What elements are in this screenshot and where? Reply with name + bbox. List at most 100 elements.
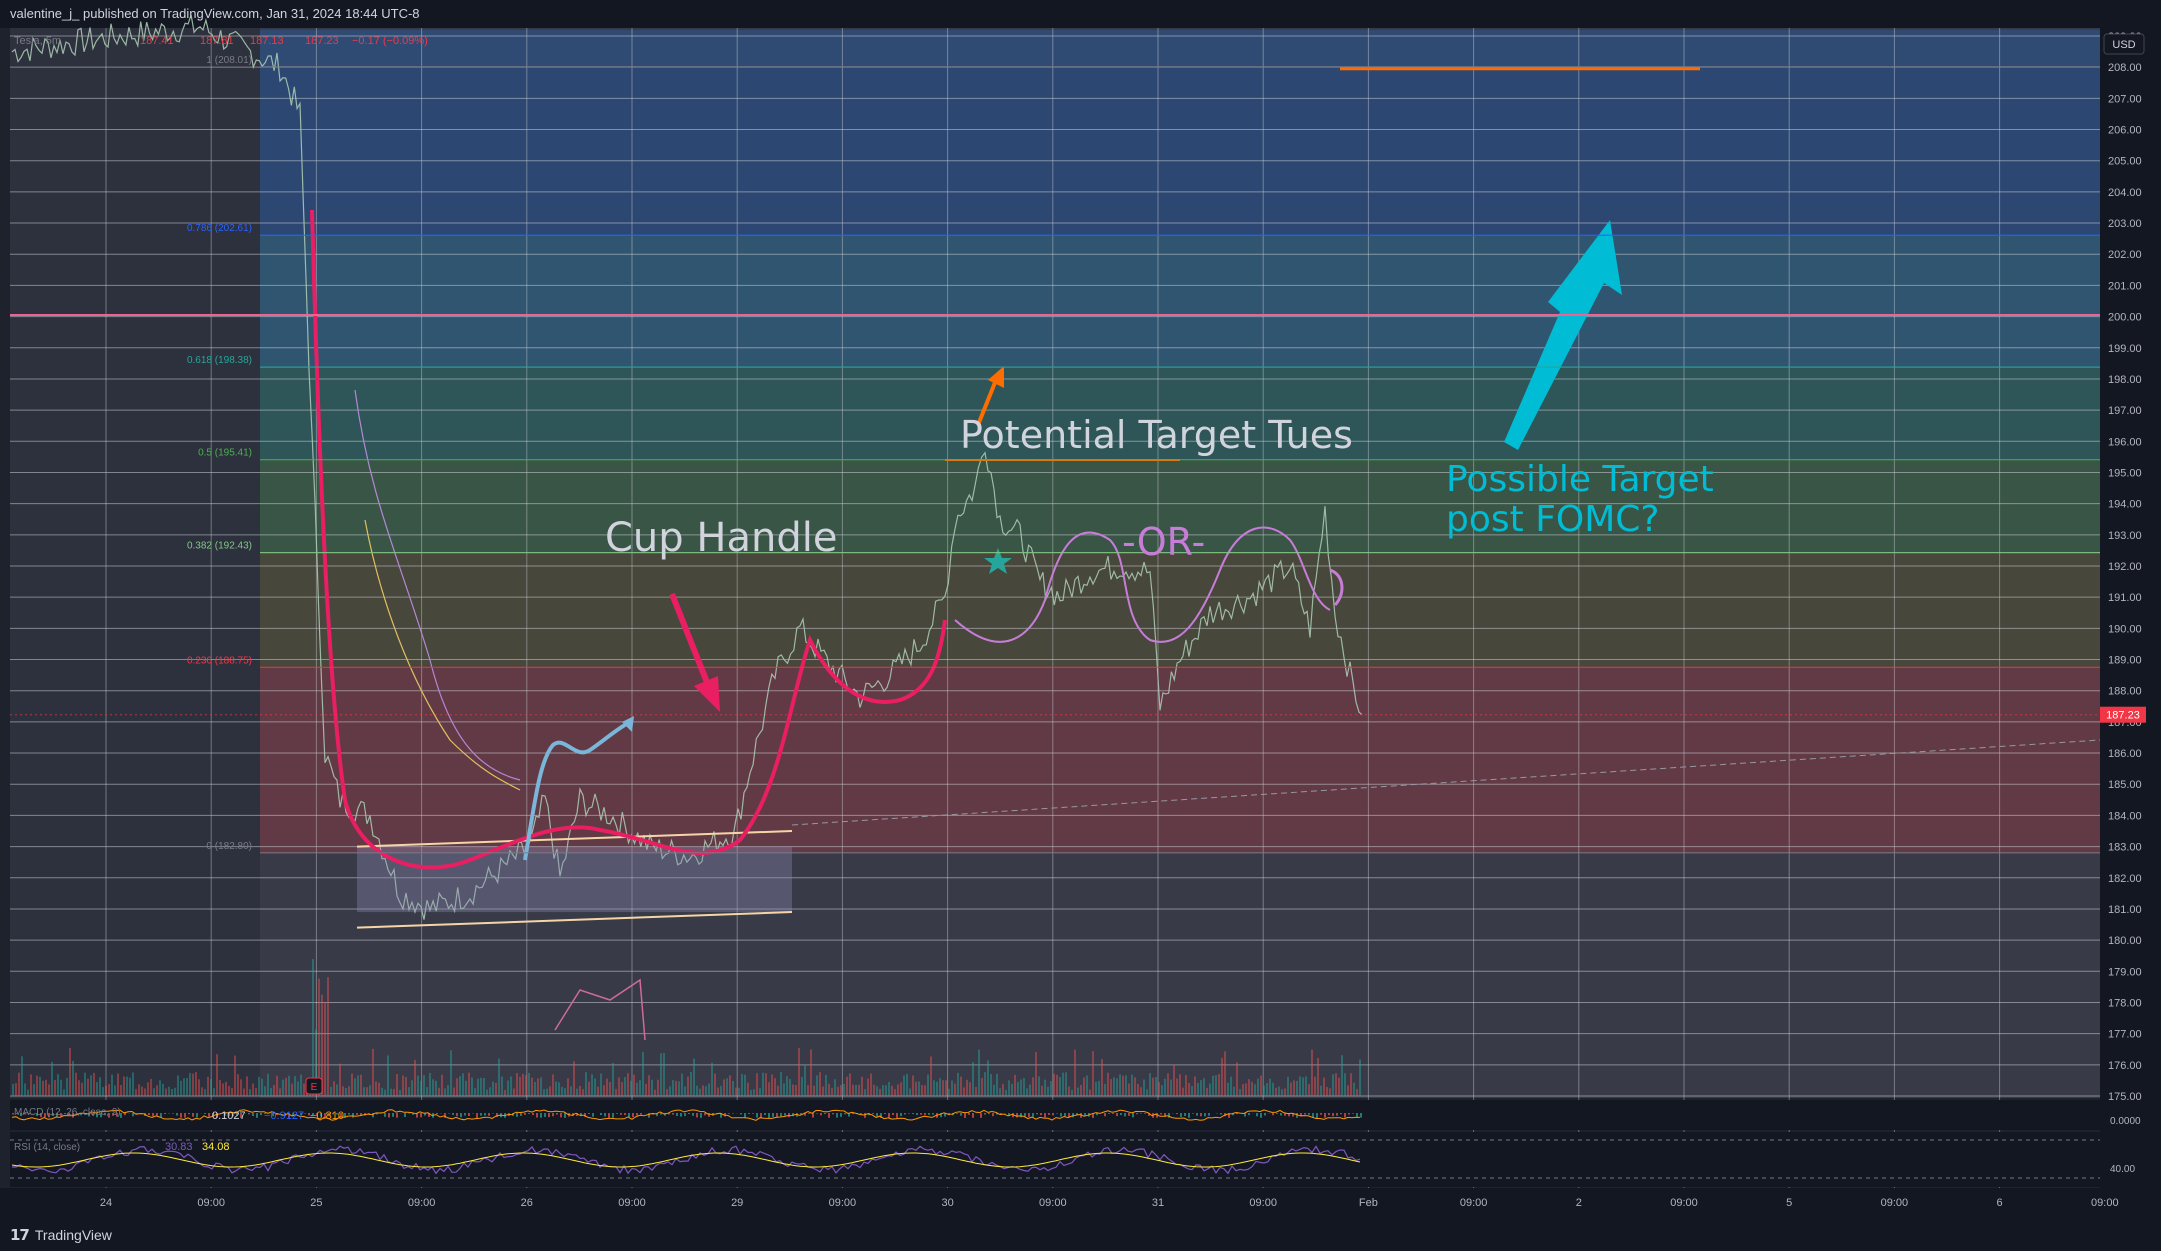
volume-bar <box>318 978 320 1096</box>
volume-bar <box>261 1078 263 1096</box>
macd-histogram-bar <box>76 1113 78 1115</box>
time-tick: 09:00 <box>1881 1197 1909 1209</box>
macd-histogram-bar <box>840 1113 842 1117</box>
macd-histogram-bar <box>360 1113 362 1116</box>
volume-bar <box>1053 1073 1055 1096</box>
macd-histogram-bar <box>1060 1113 1062 1117</box>
volume-bar <box>537 1078 539 1096</box>
volume-bar <box>615 1088 617 1096</box>
macd-histogram-bar <box>52 1113 54 1116</box>
volume-bar <box>348 1086 350 1096</box>
volume-bar <box>354 1078 356 1096</box>
cup-arrow-shaft <box>669 592 715 697</box>
time-tick: 09:00 <box>408 1197 436 1209</box>
volume-bar <box>345 1088 347 1096</box>
volume-bar <box>807 1085 809 1096</box>
time-axis <box>0 1188 2100 1218</box>
volume-bar <box>1044 1079 1046 1096</box>
volume-bar <box>1134 1077 1136 1096</box>
macd-histogram-bar <box>764 1113 766 1115</box>
volume-bar <box>420 1080 422 1096</box>
macd-histogram-bar <box>1156 1113 1158 1118</box>
volume-bar <box>666 1089 668 1096</box>
macd-histogram-bar <box>588 1113 590 1114</box>
volume-bar <box>192 1073 194 1096</box>
volume-bar <box>351 1073 353 1096</box>
macd-histogram-bar <box>148 1113 150 1115</box>
volume-bar <box>690 1072 692 1096</box>
consolidation-box <box>357 846 792 913</box>
macd-histogram-bar <box>476 1113 478 1118</box>
volume-bar <box>435 1080 437 1096</box>
volume-bar <box>879 1088 881 1096</box>
volume-bar <box>1344 1073 1346 1096</box>
bottom-bar: 17 TradingView <box>0 1218 2161 1251</box>
macd-histogram-bar <box>1236 1113 1238 1115</box>
volume-bar <box>1290 1082 1292 1096</box>
macd-histogram-bar <box>248 1113 250 1115</box>
macd-histogram-bar <box>320 1113 322 1117</box>
volume-bar <box>789 1079 791 1096</box>
volume-bar <box>513 1088 515 1096</box>
volume-bar <box>1314 1076 1316 1096</box>
volume-bar <box>117 1073 119 1096</box>
legend-symbol: Tesla, 5m <box>14 35 61 47</box>
volume-bar <box>480 1077 482 1096</box>
volume-bar <box>816 1075 818 1096</box>
volume-bar <box>891 1085 893 1096</box>
macd-histogram-bar <box>172 1113 174 1114</box>
fib-zone <box>260 235 2100 368</box>
volume-bar <box>516 1073 518 1096</box>
fib-level-label: 0.786 (202.61) <box>187 223 252 234</box>
volume-bar <box>273 1085 275 1096</box>
macd-histogram-bar <box>852 1113 854 1115</box>
legend-change: −0.17 (−0.09%) <box>352 35 428 47</box>
macd-histogram-bar <box>808 1113 810 1114</box>
volume-bar <box>570 1086 572 1096</box>
macd-histogram-bar <box>1020 1113 1022 1118</box>
macd-histogram-bar <box>120 1113 122 1118</box>
volume-bar <box>189 1073 191 1096</box>
volume-bar <box>162 1083 164 1096</box>
price-tick: 188.00 <box>2108 686 2142 698</box>
volume-bar <box>1341 1055 1343 1096</box>
macd-histogram-bar <box>680 1113 682 1117</box>
macd-histogram-bar <box>1288 1113 1290 1117</box>
price-tick: 197.00 <box>2108 405 2142 417</box>
macd-histogram-bar <box>344 1113 346 1118</box>
price-tick: 183.00 <box>2108 842 2142 854</box>
volume-bar <box>993 1084 995 1096</box>
time-tick: 09:00 <box>1460 1197 1488 1209</box>
macd-histogram-bar <box>640 1113 642 1115</box>
volume-bar <box>753 1089 755 1096</box>
macd-histogram-bar <box>96 1113 98 1118</box>
macd-label: MACD (12, 26, close, 9) <box>14 1107 121 1118</box>
volume-bar <box>69 1048 71 1096</box>
volume-bar <box>462 1073 464 1096</box>
fib-level-label: 0.5 (195.41) <box>198 448 252 459</box>
macd-histogram-bar <box>24 1113 26 1115</box>
volume-bar <box>660 1053 662 1096</box>
macd-histogram-bar <box>580 1113 582 1117</box>
macd-histogram-bar <box>772 1113 774 1117</box>
volume-bar <box>264 1086 266 1096</box>
volume-bar <box>75 1072 77 1096</box>
macd-histogram-bar <box>1292 1113 1294 1117</box>
macd-histogram-bar <box>744 1113 746 1118</box>
volume-bar <box>657 1079 659 1096</box>
macd-histogram-bar <box>452 1113 454 1115</box>
volume-bar <box>1281 1089 1283 1096</box>
volume-bar <box>204 1089 206 1096</box>
volume-bar <box>1038 1076 1040 1096</box>
volume-bar <box>183 1078 185 1096</box>
macd-histogram-bar <box>1092 1113 1094 1118</box>
macd-histogram-bar <box>720 1113 722 1118</box>
macd-histogram-bar <box>732 1113 734 1114</box>
volume-bar <box>285 1077 287 1096</box>
volume-bar <box>1356 1089 1358 1096</box>
macd-histogram-bar <box>428 1113 430 1117</box>
macd-histogram-bar <box>1228 1113 1230 1118</box>
volume-bar <box>648 1075 650 1096</box>
volume-bar <box>330 1086 332 1096</box>
